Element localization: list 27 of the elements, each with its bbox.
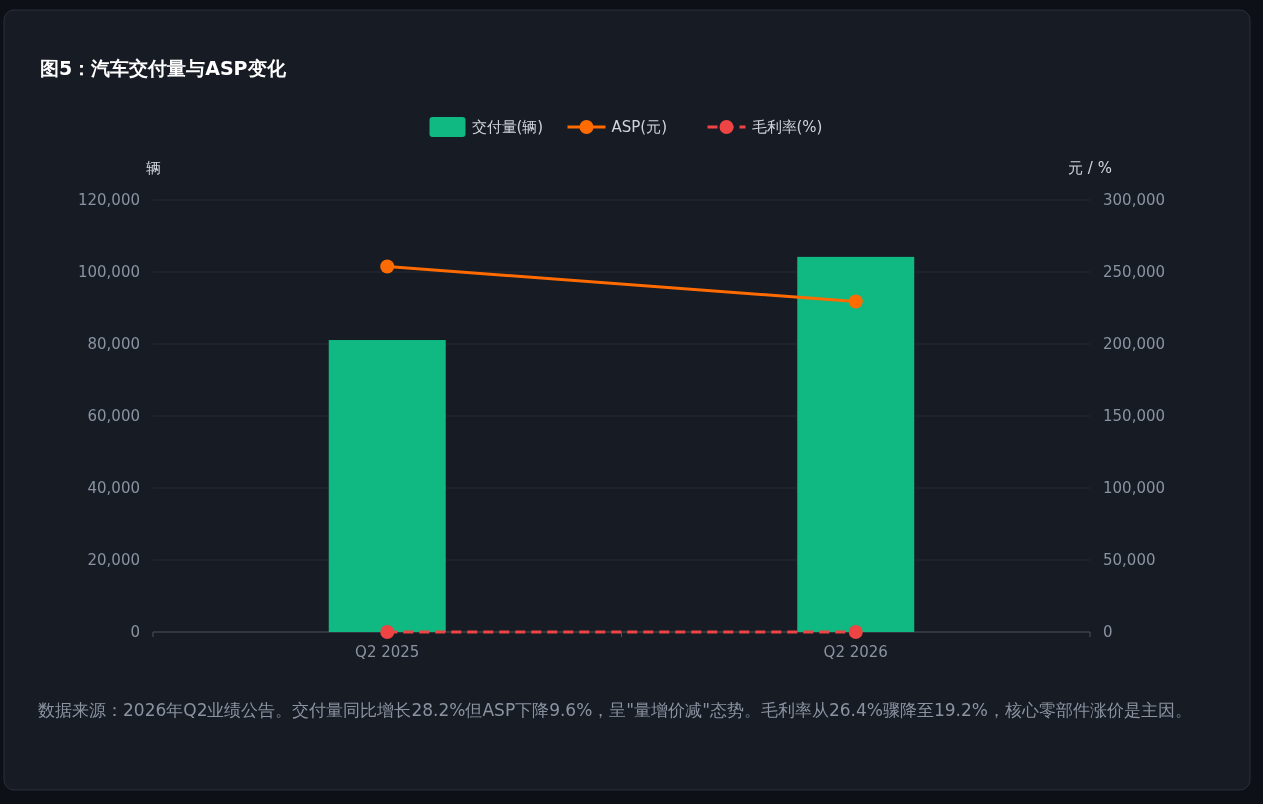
y2-tick-label: 0 (1103, 623, 1113, 641)
y-tick-label: 20,000 (87, 551, 140, 569)
legend-label: ASP(元) (611, 118, 668, 136)
point (848, 294, 863, 309)
y2-tick-label: 250,000 (1103, 263, 1166, 281)
point (380, 624, 395, 639)
y2-tick-label: 100,000 (1103, 479, 1166, 497)
y2-tick-label: 300,000 (1103, 191, 1166, 209)
x-tick-label: Q2 2026 (823, 643, 888, 661)
y-tick-label: 120,000 (77, 191, 140, 209)
source-note: 数据来源：2026年Q2业绩公告。交付量同比增长28.2%但ASP下降9.6%，呈"量增价减"态势。毛利率从26.4%骤降至19.2%，核心零部件涨价是主因。 (38, 699, 1193, 722)
y2-tick-label: 150,000 (1103, 407, 1166, 425)
y-axis-title: 辆 (145, 159, 161, 177)
point (380, 259, 395, 274)
x-tick-label: Q2 2025 (355, 643, 420, 661)
point (848, 624, 863, 639)
y-tick-label: 60,000 (87, 407, 140, 425)
y-tick-label: 80,000 (87, 335, 140, 353)
y-tick-label: 100,000 (77, 263, 140, 281)
legend-label: 交付量(辆) (471, 118, 544, 136)
legend-label: 毛利率(%) (751, 118, 823, 136)
y-tick-label: 40,000 (87, 479, 140, 497)
y2-axis-title: 元 / % (1068, 159, 1112, 177)
y-tick-label: 0 (130, 623, 140, 641)
y2-tick-label: 50,000 (1103, 551, 1156, 569)
y2-tick-label: 200,000 (1103, 335, 1166, 353)
chart-title: 图5：汽车交付量与ASP变化 (40, 57, 287, 79)
